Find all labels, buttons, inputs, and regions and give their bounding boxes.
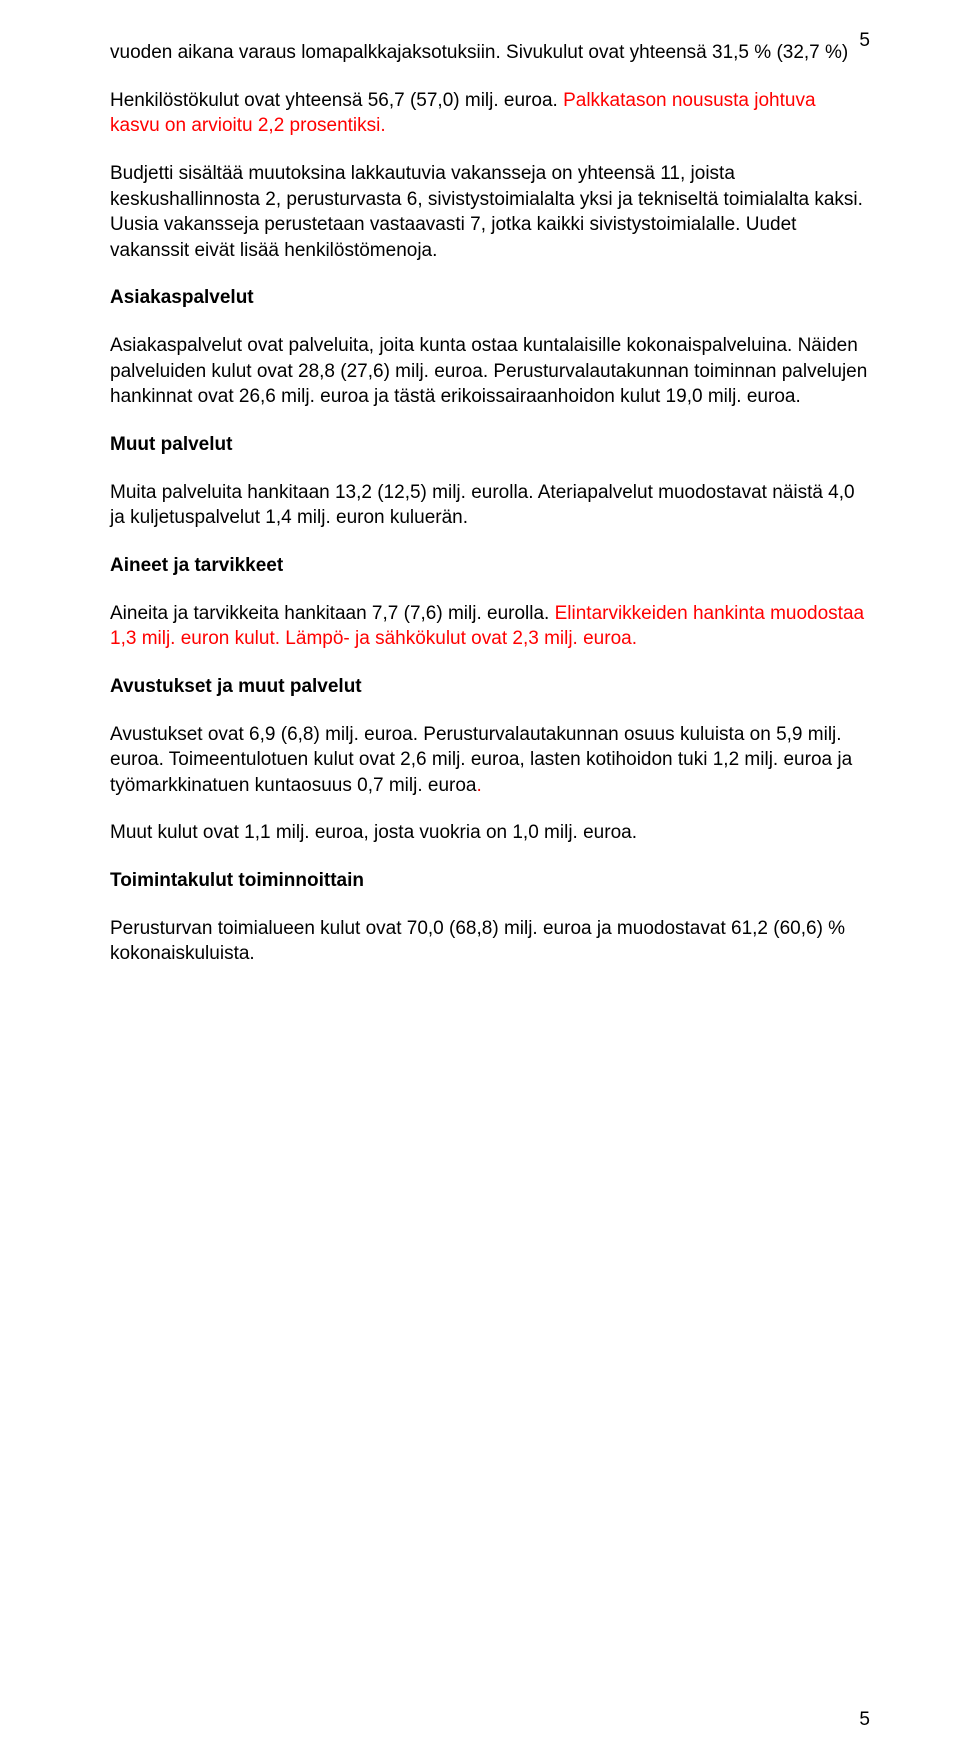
- section-heading: Asiakaspalvelut: [110, 285, 870, 311]
- text-red: .: [476, 775, 481, 796]
- section-heading: Aineet ja tarvikkeet: [110, 553, 870, 579]
- paragraph: Asiakaspalvelut ovat palveluita, joita k…: [110, 333, 870, 410]
- document-page: 5 vuoden aikana varaus lomapalkkajaksotu…: [0, 0, 960, 1761]
- section-heading: Toimintakulut toiminnoittain: [110, 868, 870, 894]
- text-black: Aineita ja tarvikkeita hankitaan 7,7 (7,…: [110, 603, 555, 624]
- paragraph: Perusturvan toimialueen kulut ovat 70,0 …: [110, 916, 870, 967]
- paragraph: Henkilöstökulut ovat yhteensä 56,7 (57,0…: [110, 88, 870, 139]
- text-black: Henkilöstökulut ovat yhteensä 56,7 (57,0…: [110, 90, 563, 111]
- paragraph: vuoden aikana varaus lomapalkkajaksotuks…: [110, 40, 870, 66]
- paragraph: Aineita ja tarvikkeita hankitaan 7,7 (7,…: [110, 601, 870, 652]
- paragraph: Avustukset ovat 6,9 (6,8) milj. euroa. P…: [110, 722, 870, 799]
- paragraph: Muut kulut ovat 1,1 milj. euroa, josta v…: [110, 820, 870, 846]
- paragraph: Muita palveluita hankitaan 13,2 (12,5) m…: [110, 480, 870, 531]
- page-number-bottom: 5: [859, 1707, 870, 1733]
- paragraph: Budjetti sisältää muutoksina lakkautuvia…: [110, 161, 870, 264]
- section-heading: Avustukset ja muut palvelut: [110, 674, 870, 700]
- page-number-top: 5: [859, 28, 870, 54]
- section-heading: Muut palvelut: [110, 432, 870, 458]
